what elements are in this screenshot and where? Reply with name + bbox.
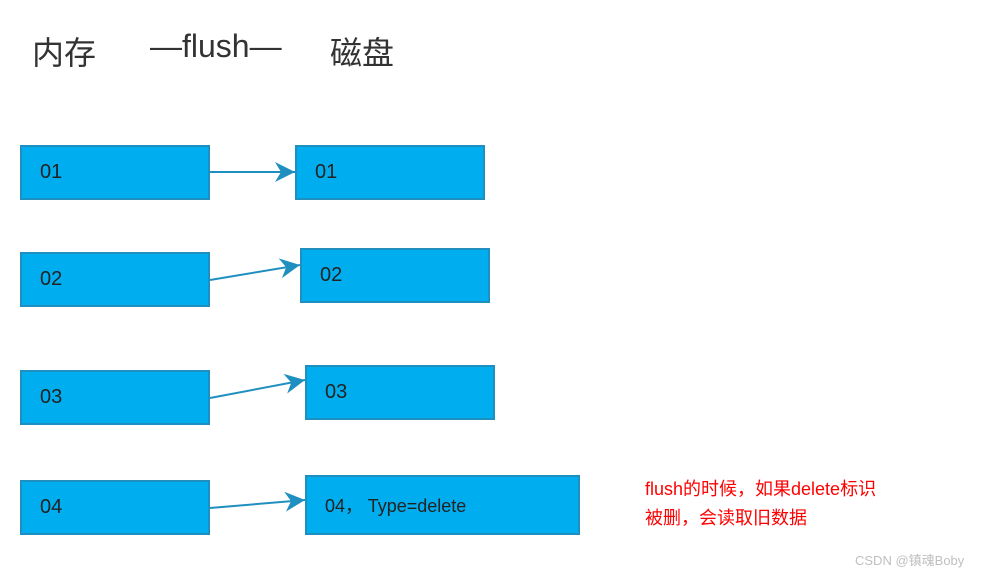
memory-box-02-label: 02 (40, 268, 62, 291)
memory-box-01-label: 01 (40, 161, 62, 184)
title-disk: 磁盘 (330, 28, 394, 74)
disk-box-03: 03 (305, 365, 495, 420)
flush-note-line2: 被删，会读取旧数据 (645, 504, 876, 533)
arrow-03 (210, 380, 305, 398)
title-memory: 内存 (32, 28, 96, 74)
disk-box-02-label: 02 (320, 264, 342, 287)
flush-note: flush的时候，如果delete标识 被删，会读取旧数据 (645, 475, 876, 533)
memory-box-04: 04 (20, 480, 210, 535)
disk-box-01: 01 (295, 145, 485, 200)
memory-box-01: 01 (20, 145, 210, 200)
disk-box-04-label: 04， Type=delete (325, 492, 466, 518)
disk-box-01-label: 01 (315, 161, 337, 184)
arrow-02 (210, 265, 300, 280)
memory-box-04-label: 04 (40, 496, 62, 519)
arrow-04 (210, 500, 305, 508)
memory-box-03: 03 (20, 370, 210, 425)
disk-box-03-label: 03 (325, 381, 347, 404)
watermark: CSDN @镇魂Boby (855, 550, 964, 569)
flush-note-line1: flush的时候，如果delete标识 (645, 475, 876, 504)
memory-box-02: 02 (20, 252, 210, 307)
disk-box-02: 02 (300, 248, 490, 303)
title-flush: —flush— (150, 28, 282, 65)
disk-box-04: 04， Type=delete (305, 475, 580, 535)
memory-box-03-label: 03 (40, 386, 62, 409)
